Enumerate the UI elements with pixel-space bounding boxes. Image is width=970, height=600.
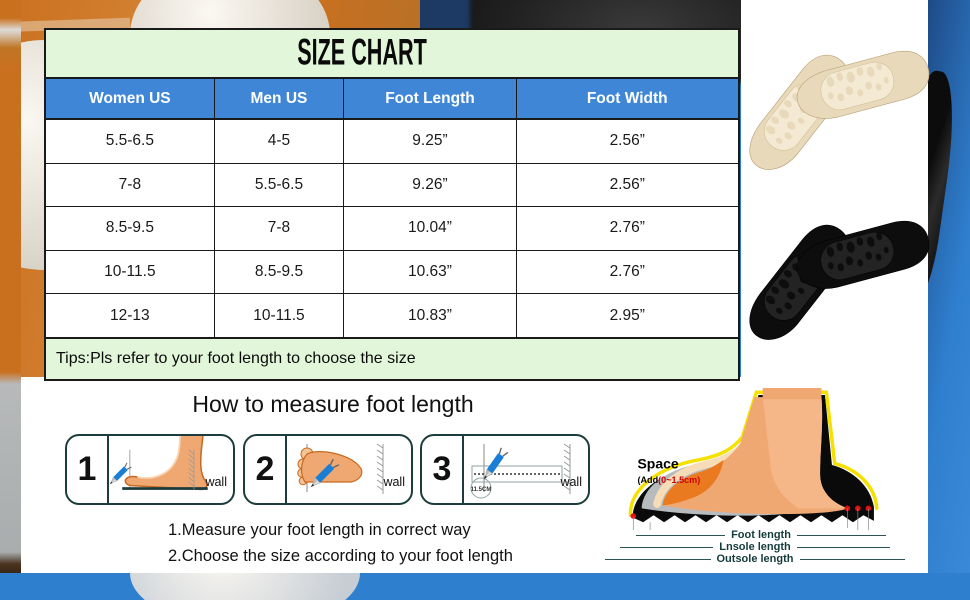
svg-text:Space: Space [637, 455, 678, 471]
svg-text:11.5CM: 11.5CM [471, 487, 492, 493]
svg-text:(Add(0~1.5cm): (Add(0~1.5cm) [637, 475, 700, 485]
